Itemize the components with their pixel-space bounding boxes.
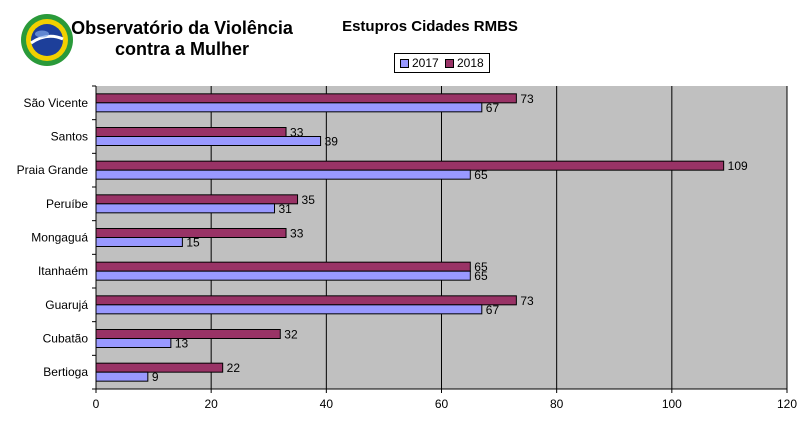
x-tick-label: 60: [435, 397, 449, 411]
organization-title: Observatório da Violência contra a Mulhe…: [64, 18, 300, 60]
organization-title-line2: contra a Mulher: [114, 39, 250, 59]
category-label: Bertioga: [43, 365, 88, 379]
category-label: São Vicente: [24, 96, 89, 110]
category-label: Peruíbe: [46, 197, 88, 211]
data-label-2017: 67: [486, 303, 500, 317]
data-label-2018: 33: [290, 227, 304, 241]
data-label-2017: 31: [279, 202, 293, 216]
bar-2018: [95, 362, 224, 373]
bar-2018: [95, 127, 287, 137]
category-label: Guarujá: [45, 298, 88, 312]
data-label-2018: 73: [520, 92, 534, 106]
bar-2018: [95, 295, 517, 306]
bar-2018: [95, 261, 471, 272]
bar-2017: [95, 338, 172, 348]
bar-2017: [95, 169, 471, 180]
organization-title-line1: Observatório da Violência: [71, 18, 293, 38]
data-label-2018: 32: [284, 328, 298, 342]
x-tick-label: 0: [93, 397, 100, 411]
bar-2017: [95, 203, 276, 214]
data-label-2018: 73: [520, 294, 534, 308]
legend-label-2017: 2017: [412, 56, 439, 70]
data-label-2017: 65: [474, 269, 488, 283]
bar-2017: [95, 136, 322, 146]
bar-2017: [95, 237, 183, 247]
bar-2017: [95, 304, 483, 315]
bar-2018: [95, 194, 299, 205]
x-tick-label: 20: [204, 397, 218, 411]
category-label: Itanhaém: [38, 264, 88, 278]
data-label-2018: 109: [728, 159, 748, 173]
x-tick-label: 120: [777, 397, 797, 411]
category-label: Praia Grande: [17, 163, 89, 177]
legend-label-2018: 2018: [457, 56, 484, 70]
x-tick-label: 100: [662, 397, 682, 411]
chart-legend: 2017 2018: [394, 53, 490, 73]
data-label-2017: 67: [486, 101, 500, 115]
category-label: Mongaguá: [31, 231, 88, 245]
legend-item-2017: 2017: [400, 56, 439, 70]
bar-2018: [95, 93, 517, 104]
x-tick-label: 40: [320, 397, 334, 411]
data-label-2018: 65: [474, 260, 488, 274]
bar-2018: [95, 160, 725, 171]
data-label-2018: 22: [227, 361, 241, 375]
bar-2018: [95, 329, 281, 339]
legend-swatch-2017: [400, 58, 409, 68]
bar-2017: [95, 270, 471, 281]
data-label-2017: 9: [152, 370, 159, 384]
bar-2017: [95, 102, 483, 113]
x-tick-label: 80: [550, 397, 564, 411]
legend-item-2018: 2018: [445, 56, 484, 70]
bar-2017: [95, 371, 149, 382]
bar-2018: [95, 228, 287, 238]
data-label-2018: 35: [302, 193, 316, 207]
data-label-2017: 13: [175, 337, 189, 351]
legend-swatch-2018: [445, 58, 454, 68]
observatory-logo-icon: [21, 14, 73, 66]
category-label: Santos: [51, 130, 88, 144]
data-label-2017: 39: [325, 135, 339, 149]
chart-title: Estupros Cidades RMBS: [342, 18, 518, 35]
category-label: Cubatão: [43, 332, 89, 346]
data-label-2017: 65: [474, 168, 488, 182]
data-label-2017: 15: [186, 236, 200, 250]
